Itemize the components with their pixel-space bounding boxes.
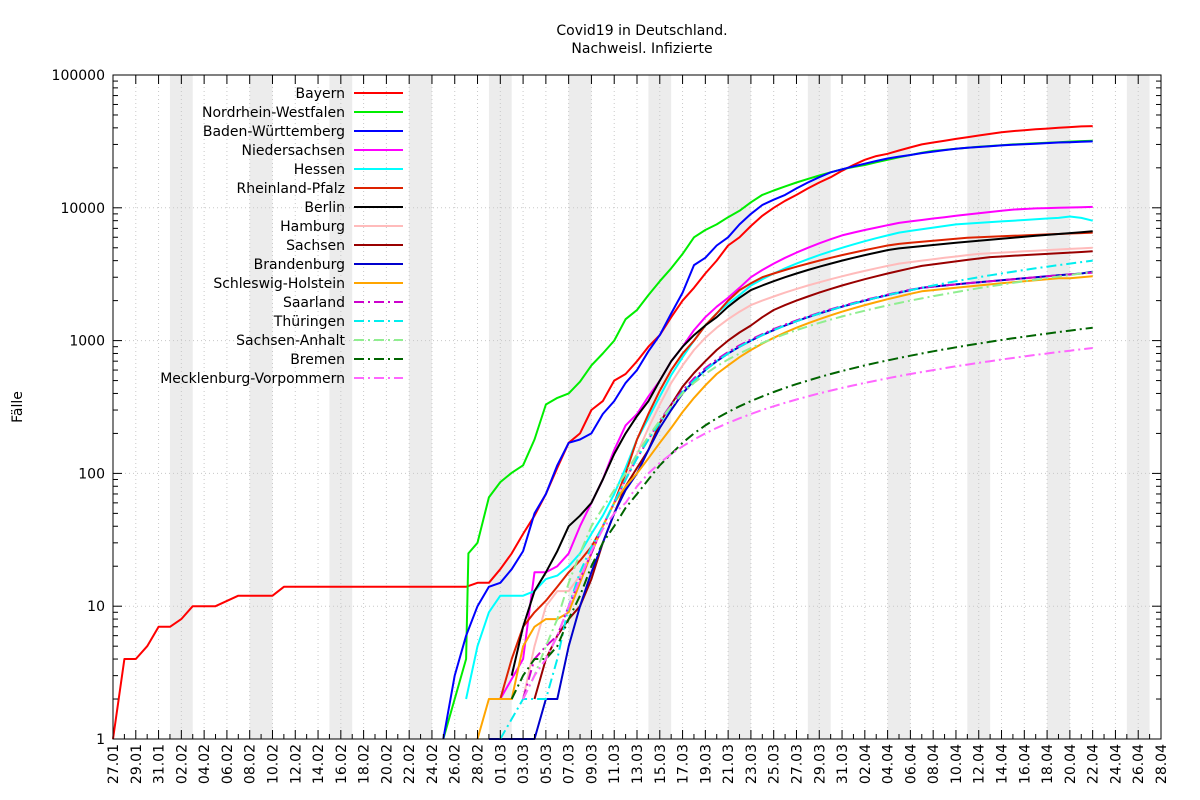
x-tick-label: 20.02 (379, 744, 395, 784)
x-tick-label: 03.03 (516, 744, 532, 784)
x-tick-label: 07.03 (562, 744, 578, 784)
y-tick-label: 10 (87, 599, 105, 615)
x-tick-label: 27.03 (789, 744, 805, 784)
x-tick-label: 25.03 (767, 744, 783, 784)
x-tick-label: 24.04 (1108, 744, 1124, 784)
series-line-14 (510, 326, 1093, 700)
series-line-12 (499, 259, 1093, 740)
x-tick-label: 09.03 (584, 744, 600, 784)
x-axis-ticks: 27.01 29.01 31.01 02.02 04.02 06.02 08.02 10.02… (106, 75, 1170, 784)
weekend-band (249, 75, 273, 739)
y-tick-label: 1000 (69, 334, 105, 350)
legend-label: Brandenburg (254, 257, 345, 273)
x-tick-label: 08.04 (926, 744, 942, 784)
x-tick-label: 23.03 (744, 744, 760, 784)
legend-label: Bremen (290, 352, 345, 368)
x-tick-label: 28.04 (1154, 744, 1170, 784)
series-line-0 (112, 125, 1093, 740)
x-tick-label: 19.03 (698, 744, 714, 784)
x-tick-label: 15.03 (653, 744, 669, 784)
y-tick-label: 10000 (60, 201, 105, 217)
x-tick-label: 17.03 (676, 744, 692, 784)
x-tick-label: 22.04 (1086, 744, 1102, 784)
x-tick-label: 08.02 (243, 744, 259, 784)
legend-label: Rheinland-Pfalz (237, 181, 345, 197)
x-tick-label: 10.04 (949, 744, 965, 784)
x-tick-label: 04.02 (197, 744, 213, 784)
x-tick-label: 21.03 (721, 744, 737, 784)
x-tick-label: 16.04 (1017, 744, 1033, 784)
x-tick-label: 31.01 (152, 744, 168, 784)
x-tick-label: 27.01 (106, 744, 122, 784)
x-tick-label: 06.04 (903, 744, 919, 784)
y-tick-label: 1 (96, 732, 105, 748)
x-tick-label: 26.02 (448, 744, 464, 784)
legend-label: Nordrhein-Westfalen (202, 105, 345, 121)
x-tick-label: 14.02 (311, 744, 327, 784)
x-tick-label: 05.03 (539, 744, 555, 784)
legend-label: Bayern (296, 86, 345, 102)
x-tick-label: 04.04 (881, 744, 897, 784)
x-tick-label: 11.03 (607, 744, 623, 784)
legend-label: Sachsen (286, 238, 345, 254)
x-tick-label: 12.02 (288, 744, 304, 784)
x-tick-label: 18.04 (1040, 744, 1056, 784)
legend-label: Saarland (283, 295, 345, 311)
series-line-6 (510, 230, 1093, 676)
x-tick-label: 02.02 (174, 744, 190, 784)
legend-label: Schleswig-Holstein (213, 276, 345, 292)
weekend-band (1047, 75, 1070, 739)
x-tick-label: 14.04 (995, 744, 1011, 784)
y-tick-label: 100000 (52, 68, 105, 84)
legend-label: Mecklenburg-Vorpommern (160, 371, 345, 387)
weekend-band (409, 75, 432, 739)
x-tick-label: 31.03 (835, 744, 851, 784)
weekend-band (568, 75, 592, 739)
x-tick-label: 29.01 (129, 744, 145, 784)
x-tick-label: 28.02 (471, 744, 487, 784)
legend-label: Hessen (294, 162, 345, 178)
legend-label: Berlin (304, 200, 345, 216)
x-tick-label: 10.02 (265, 744, 281, 784)
x-tick-label: 12.04 (972, 744, 988, 784)
x-tick-label: 02.04 (858, 744, 874, 784)
x-tick-label: 18.02 (357, 744, 373, 784)
x-tick-label: 24.02 (425, 744, 441, 784)
x-tick-label: 29.03 (812, 744, 828, 784)
series-line-1 (442, 139, 1093, 740)
x-tick-label: 06.02 (220, 744, 236, 784)
y-axis-label: Fälle (10, 391, 26, 423)
legend-label: Niedersachsen (242, 143, 345, 159)
series-line-10 (476, 275, 1093, 740)
y-axis-ticks: 1 10 100 1000 10000 100000 (52, 68, 1161, 748)
x-tick-label: 20.04 (1063, 744, 1079, 784)
x-tick-label: 13.03 (630, 744, 646, 784)
legend: Bayern Nordrhein-Westfalen Baden-Württembe… (160, 86, 403, 387)
chart-title-line-1: Covid19 in Deutschland. (556, 23, 727, 39)
legend-label: Sachsen-Anhalt (236, 333, 345, 349)
series-line-2 (442, 140, 1093, 740)
series-lines (112, 125, 1093, 740)
legend-label: Thüringen (273, 314, 345, 330)
x-tick-label: 26.04 (1131, 744, 1147, 784)
weekend-band (887, 75, 911, 739)
x-tick-label: 16.02 (334, 744, 350, 784)
chart-title-line-2: Nachweisl. Infizierte (571, 41, 712, 57)
legend-label: Hamburg (280, 219, 345, 235)
y-tick-label: 100 (78, 466, 105, 482)
series-line-13 (522, 271, 1093, 700)
legend-label: Baden-Württemberg (203, 124, 345, 140)
x-tick-label: 22.02 (402, 744, 418, 784)
x-tick-label: 01.03 (493, 744, 509, 784)
